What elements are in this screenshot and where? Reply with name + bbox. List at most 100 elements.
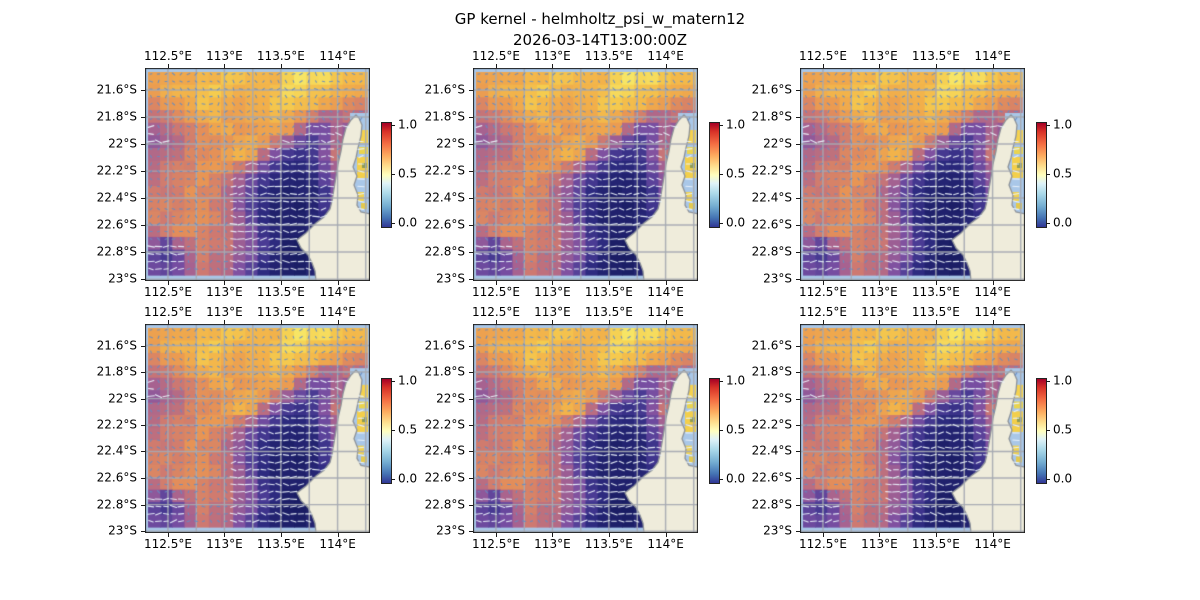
x-tick-mark-bottom — [337, 281, 339, 285]
x-tick-label-bottom: 114°E — [974, 285, 1011, 299]
colorbar-tick-label: 0.0 — [1053, 215, 1073, 230]
colorbar-tick-mark — [391, 174, 395, 175]
x-tick-label-top: 114°E — [647, 305, 684, 319]
x-tick-mark-bottom — [935, 281, 937, 285]
y-tick-label: 22°S — [436, 136, 465, 151]
x-tick-label-top: 113.5°E — [911, 305, 960, 319]
x-tick-label-bottom: 113°E — [534, 285, 571, 299]
x-tick-mark-bottom — [167, 281, 169, 285]
y-tick-mark — [141, 531, 145, 533]
colorbar-tick-label: 0.5 — [398, 422, 418, 437]
x-tick-mark-bottom — [665, 281, 667, 285]
x-tick-mark-top — [608, 64, 610, 68]
y-tick-label: 23°S — [763, 523, 792, 538]
x-tick-label-bottom: 113°E — [534, 537, 571, 551]
y-tick-mark — [141, 345, 145, 347]
y-tick-label: 21.8°S — [424, 109, 465, 124]
y-tick-mark — [141, 504, 145, 506]
x-tick-mark-bottom — [337, 533, 339, 537]
x-tick-label-bottom: 114°E — [319, 537, 356, 551]
y-tick-mark — [141, 144, 145, 146]
x-tick-label-bottom: 112.5°E — [798, 285, 847, 299]
x-tick-label-top: 112.5°E — [143, 49, 192, 63]
x-tick-label-bottom: 114°E — [974, 537, 1011, 551]
y-tick-mark — [141, 197, 145, 199]
x-tick-label-bottom: 112.5°E — [143, 285, 192, 299]
x-tick-mark-bottom — [665, 533, 667, 537]
y-tick-label: 21.8°S — [424, 364, 465, 379]
y-tick-label: 22°S — [436, 391, 465, 406]
y-tick-label: 23°S — [763, 271, 792, 286]
x-tick-mark-top — [280, 320, 282, 324]
subplot-r0c0: 112.5°E 112.5°E 113°E 113°E 113.5°E 113.5°E 11… — [97, 50, 417, 299]
x-tick-mark-top — [280, 64, 282, 68]
y-tick-mark — [469, 144, 473, 146]
y-tick-label: 22.4°S — [96, 190, 137, 205]
x-tick-mark-bottom — [280, 281, 282, 285]
y-tick-mark — [469, 451, 473, 453]
colorbar-tick-mark — [719, 222, 723, 224]
colorbar-tick-mark — [1046, 430, 1050, 431]
y-tick-label: 22.2°S — [96, 417, 137, 432]
x-tick-label-bottom: 113.5°E — [256, 285, 305, 299]
y-tick-label: 23°S — [108, 523, 137, 538]
y-tick-label: 21.8°S — [751, 109, 792, 124]
figure-subtitle: 2026-03-14T13:00:00Z — [513, 31, 687, 49]
colorbar-tick-mark — [1046, 478, 1050, 480]
y-tick-label: 22.2°S — [751, 417, 792, 432]
y-tick-mark — [796, 116, 800, 118]
x-tick-label-top: 114°E — [319, 305, 356, 319]
colorbar-tick-label: 1.0 — [1053, 373, 1073, 388]
x-tick-mark-top — [822, 320, 824, 324]
colorbar-tick-label: 0.5 — [726, 166, 746, 181]
map-heatmap-canvas — [473, 324, 698, 533]
y-tick-label: 22.4°S — [424, 443, 465, 458]
subplot-r1c2: 112.5°E 112.5°E 113°E 113°E 113.5°E 113.5°E 11… — [752, 306, 1072, 551]
y-tick-label: 21.6°S — [751, 338, 792, 353]
x-tick-mark-bottom — [224, 281, 226, 285]
x-tick-label-top: 113°E — [206, 305, 243, 319]
x-tick-label-bottom: 113.5°E — [911, 285, 960, 299]
colorbar-tick-mark — [719, 125, 723, 127]
y-tick-label: 22.6°S — [424, 470, 465, 485]
map-heatmap-canvas — [145, 324, 370, 533]
y-tick-mark — [796, 345, 800, 347]
y-tick-mark — [796, 224, 800, 226]
y-tick-mark — [796, 504, 800, 506]
x-tick-label-bottom: 113°E — [861, 537, 898, 551]
map-heatmap-canvas — [800, 68, 1025, 281]
y-tick-mark — [796, 531, 800, 533]
x-tick-mark-bottom — [552, 281, 554, 285]
y-tick-label: 22.8°S — [424, 244, 465, 259]
y-tick-mark — [469, 345, 473, 347]
colorbar-tick-label: 1.0 — [726, 373, 746, 388]
y-tick-label: 22.4°S — [751, 190, 792, 205]
colorbar-tick-label: 0.0 — [726, 215, 746, 230]
x-tick-mark-top — [665, 320, 667, 324]
y-tick-mark — [141, 398, 145, 400]
y-tick-mark — [141, 252, 145, 254]
y-tick-mark — [796, 425, 800, 427]
map-heatmap-canvas — [473, 68, 698, 281]
y-tick-mark — [141, 372, 145, 374]
colorbar — [381, 378, 392, 484]
x-tick-label-top: 114°E — [319, 49, 356, 63]
colorbar-tick-label: 0.0 — [398, 215, 418, 230]
y-tick-label: 22.2°S — [96, 163, 137, 178]
colorbar — [709, 122, 720, 228]
x-tick-mark-bottom — [167, 533, 169, 537]
y-tick-mark — [141, 171, 145, 173]
x-tick-label-top: 113°E — [861, 305, 898, 319]
x-tick-label-top: 113.5°E — [911, 49, 960, 63]
y-tick-label: 22.8°S — [96, 244, 137, 259]
subplot-r0c2: 112.5°E 112.5°E 113°E 113°E 113.5°E 113.5°E 11… — [752, 50, 1072, 299]
x-tick-label-top: 113°E — [534, 49, 571, 63]
y-tick-mark — [469, 252, 473, 254]
y-tick-label: 21.6°S — [751, 82, 792, 97]
x-tick-mark-top — [608, 320, 610, 324]
y-tick-label: 22°S — [763, 136, 792, 151]
x-tick-mark-bottom — [495, 533, 497, 537]
x-tick-label-bottom: 113.5°E — [584, 285, 633, 299]
x-tick-mark-top — [224, 64, 226, 68]
